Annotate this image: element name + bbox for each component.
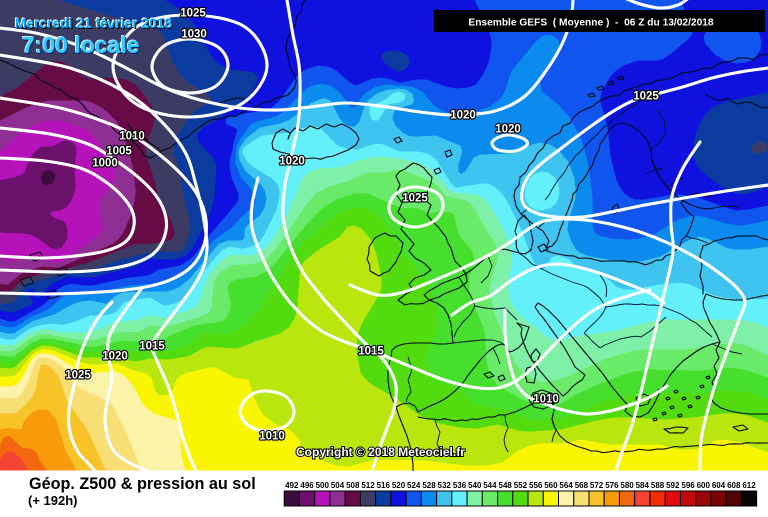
svg-text:532: 532 [438,481,452,490]
svg-text:520: 520 [392,481,406,490]
svg-text:596: 596 [681,481,695,490]
svg-text:528: 528 [422,481,436,490]
svg-text:Mercredi 21 février 2018: Mercredi 21 février 2018 [15,16,173,31]
svg-text:1010: 1010 [259,431,285,443]
svg-text:Mercredi 21 février 2018: Mercredi 21 février 2018 [14,15,172,30]
svg-text:556: 556 [529,481,543,490]
svg-text:(+ 192h): (+ 192h) [28,493,78,508]
svg-text:1025: 1025 [65,370,91,382]
svg-text:Mercredi 21 février 2018: Mercredi 21 février 2018 [16,17,174,32]
svg-text:576: 576 [605,481,619,490]
svg-text:1020: 1020 [279,156,305,168]
svg-text:552: 552 [514,481,528,490]
svg-text:Géop. Z500 & pression au sol: Géop. Z500 & pression au sol [29,475,256,493]
svg-text:568: 568 [575,481,589,490]
svg-text:548: 548 [499,481,513,490]
svg-text:7:00 locale: 7:00 locale [23,33,141,59]
svg-text:540: 540 [468,481,482,490]
svg-text:544: 544 [483,481,497,490]
svg-text:1015: 1015 [139,341,165,353]
svg-text:7:00 locale: 7:00 locale [21,31,139,57]
svg-text:1020: 1020 [450,110,476,122]
svg-text:496: 496 [300,481,314,490]
svg-text:Ensemble GEFS ( Moyenne ) -: Ensemble GEFS ( Moyenne ) - 06 Z du 13/0… [468,18,713,29]
svg-text:604: 604 [712,481,726,490]
svg-text:592: 592 [666,481,680,490]
svg-text:536: 536 [453,481,467,490]
svg-text:524: 524 [407,481,421,490]
svg-text:1020: 1020 [495,124,521,136]
svg-text:492: 492 [285,481,299,490]
svg-text:608: 608 [727,481,741,490]
svg-text:Copyright © 2018 Meteociel.fr: Copyright © 2018 Meteociel.fr [296,445,465,459]
svg-text:1015: 1015 [358,346,384,358]
svg-text:1025: 1025 [402,193,428,205]
svg-text:500: 500 [316,481,330,490]
svg-text:7:00 locale: 7:00 locale [22,32,140,58]
svg-text:1025: 1025 [633,91,659,103]
svg-text:504: 504 [331,481,345,490]
svg-text:516: 516 [377,481,391,490]
svg-text:612: 612 [742,481,756,490]
svg-text:1010: 1010 [533,394,559,406]
svg-text:1030: 1030 [181,29,207,41]
svg-text:564: 564 [559,481,573,490]
svg-text:1010: 1010 [119,131,145,143]
svg-text:1000: 1000 [92,158,118,170]
svg-text:512: 512 [361,481,375,490]
svg-text:1005: 1005 [106,146,132,158]
svg-text:1025: 1025 [180,8,206,20]
svg-text:600: 600 [697,481,711,490]
svg-text:588: 588 [651,481,665,490]
svg-text:580: 580 [620,481,634,490]
svg-text:560: 560 [544,481,558,490]
svg-text:584: 584 [636,481,650,490]
svg-text:1020: 1020 [102,351,128,363]
svg-text:508: 508 [346,481,360,490]
svg-text:572: 572 [590,481,604,490]
